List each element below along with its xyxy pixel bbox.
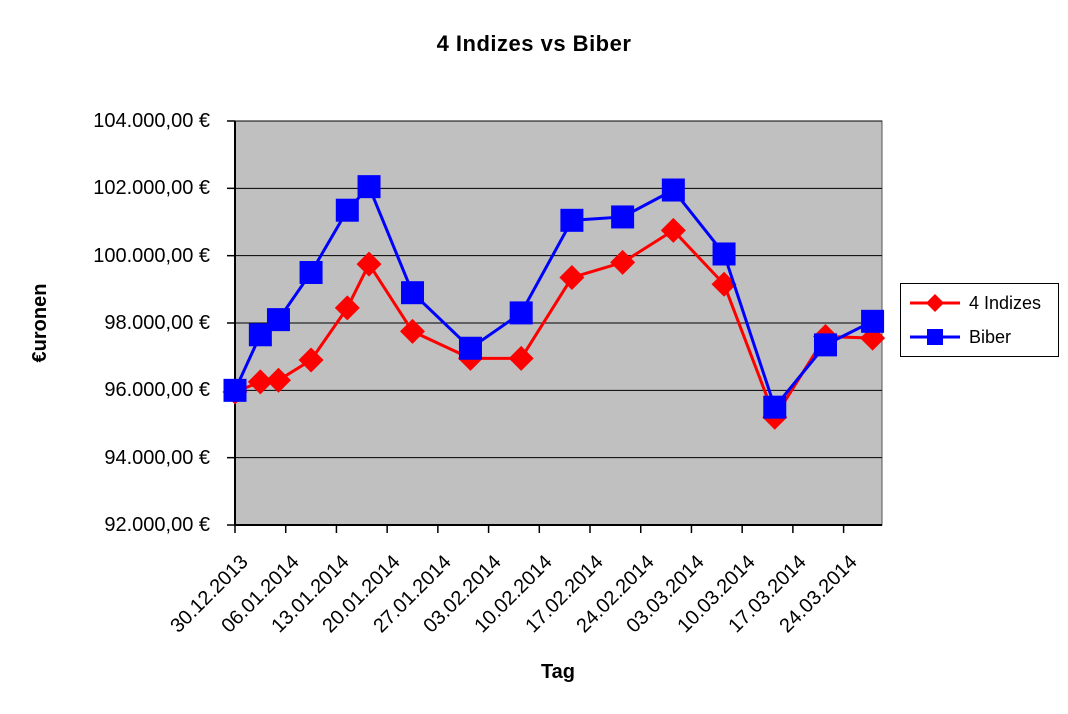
data-point-square xyxy=(509,301,533,325)
data-point-square xyxy=(401,281,425,305)
data-point-diamond xyxy=(334,295,360,321)
data-point-diamond xyxy=(610,249,636,275)
legend-item-4-indizes: 4 Indizes xyxy=(909,288,1058,318)
diamond-marker-icon xyxy=(910,294,960,312)
data-point-square xyxy=(763,395,787,419)
data-point-square xyxy=(813,333,837,357)
x-axis-title: Tag xyxy=(540,661,576,683)
y-axis-tick-label: 98.000,00 € xyxy=(104,312,210,334)
data-point-square xyxy=(335,198,359,222)
data-point-diamond xyxy=(711,271,737,297)
data-point-square xyxy=(712,242,736,266)
series-line-biber xyxy=(233,183,874,411)
series-line-4-indizes xyxy=(234,228,873,421)
square-marker-icon xyxy=(910,329,960,345)
data-point-diamond xyxy=(660,217,686,243)
data-point-square xyxy=(458,336,482,360)
data-point-diamond xyxy=(247,369,273,395)
data-point-diamond xyxy=(298,347,324,373)
legend-label: 4 Indizes xyxy=(969,292,1042,313)
y-axis-tick-label: 104.000,00 € xyxy=(93,110,210,132)
data-point-square xyxy=(560,208,584,232)
data-point-square xyxy=(861,309,885,333)
data-point-square xyxy=(223,378,247,402)
data-point-diamond xyxy=(265,367,291,393)
y-axis-tick-label: 96.000,00 € xyxy=(104,379,210,402)
data-point-diamond xyxy=(559,265,585,291)
data-point-square xyxy=(611,205,635,229)
legend-item-biber: Biber xyxy=(909,322,1058,352)
legend: 4 Indizes Biber xyxy=(900,283,1059,357)
data-point-diamond xyxy=(356,251,382,277)
y-axis-tick-label: 102.000,00 € xyxy=(93,177,210,200)
y-axis-tick-label: 94.000,00 € xyxy=(104,446,210,469)
y-axis-title: €uronen xyxy=(29,283,51,363)
data-point-square xyxy=(661,178,685,202)
y-axis-tick-label: 92.000,00 € xyxy=(104,514,210,536)
legend-label: Biber xyxy=(969,326,1012,347)
data-point-diamond xyxy=(508,345,534,371)
data-point-square xyxy=(248,323,272,347)
data-point-diamond xyxy=(400,318,426,344)
chart-title: 4 Indizes vs Biber xyxy=(436,31,632,56)
data-point-square xyxy=(299,261,323,284)
data-point-square xyxy=(357,175,381,199)
data-point-square xyxy=(266,308,290,332)
y-axis-tick-label: 100.000,00 € xyxy=(93,244,210,267)
